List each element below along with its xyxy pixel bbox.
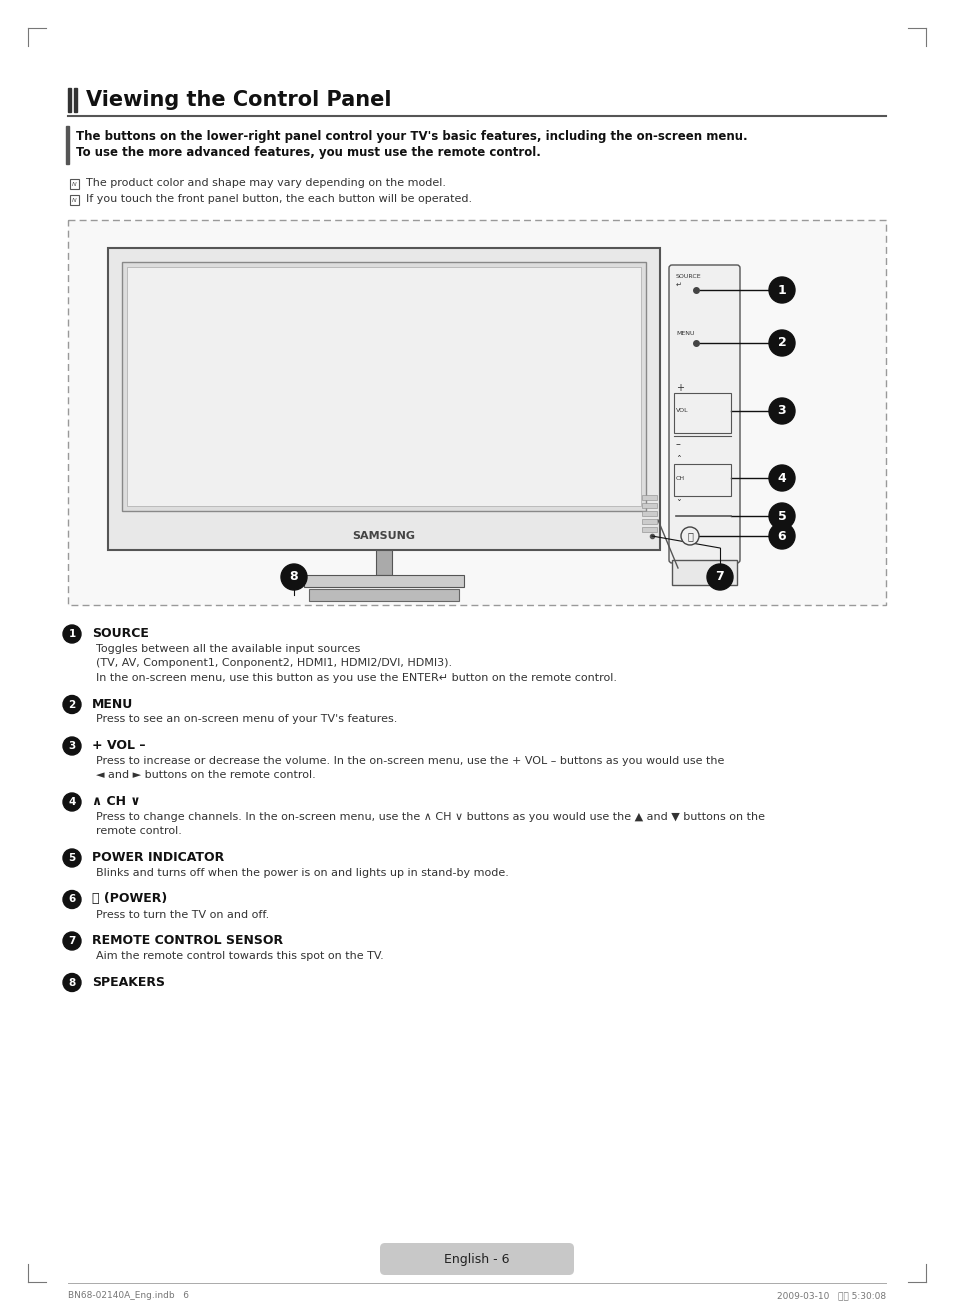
Circle shape bbox=[768, 503, 794, 529]
Text: 2: 2 bbox=[777, 337, 785, 350]
Text: The buttons on the lower-right panel control your TV's basic features, including: The buttons on the lower-right panel con… bbox=[76, 130, 747, 143]
Circle shape bbox=[63, 931, 81, 950]
Bar bbox=[641, 511, 657, 516]
Text: SAMSUNG: SAMSUNG bbox=[352, 531, 416, 541]
Text: +: + bbox=[676, 383, 683, 393]
Text: MENU: MENU bbox=[676, 331, 694, 335]
Bar bbox=[70, 195, 79, 204]
Text: 4: 4 bbox=[777, 472, 785, 485]
Circle shape bbox=[768, 330, 794, 356]
Text: SOURCE: SOURCE bbox=[91, 627, 149, 641]
Bar bbox=[673, 393, 730, 434]
Bar bbox=[68, 88, 71, 111]
Text: Press to see an on-screen menu of your TV's features.: Press to see an on-screen menu of your T… bbox=[96, 714, 397, 724]
Text: Blinks and turns off when the power is on and lights up in stand-by mode.: Blinks and turns off when the power is o… bbox=[96, 869, 508, 878]
Text: 2: 2 bbox=[69, 700, 75, 710]
Bar bbox=[671, 559, 737, 586]
Text: 3: 3 bbox=[777, 405, 785, 418]
Circle shape bbox=[63, 793, 81, 811]
FancyBboxPatch shape bbox=[668, 265, 740, 563]
Text: 7: 7 bbox=[69, 937, 75, 946]
FancyBboxPatch shape bbox=[379, 1243, 574, 1275]
Bar bbox=[309, 590, 458, 601]
Text: REMOTE CONTROL SENSOR: REMOTE CONTROL SENSOR bbox=[91, 934, 283, 947]
Text: BN68-02140A_Eng.indb   6: BN68-02140A_Eng.indb 6 bbox=[68, 1290, 189, 1300]
Text: The product color and shape may vary depending on the model.: The product color and shape may vary dep… bbox=[86, 178, 446, 189]
Circle shape bbox=[63, 891, 81, 909]
Bar bbox=[641, 527, 657, 532]
Text: 1: 1 bbox=[777, 283, 785, 296]
Bar bbox=[641, 503, 657, 508]
Text: remote control.: remote control. bbox=[96, 827, 182, 837]
Text: Viewing the Control Panel: Viewing the Control Panel bbox=[86, 90, 391, 110]
Text: 7: 7 bbox=[715, 570, 723, 583]
Circle shape bbox=[63, 696, 81, 714]
Circle shape bbox=[768, 523, 794, 549]
Bar bbox=[68, 220, 885, 605]
Circle shape bbox=[63, 738, 81, 755]
Bar bbox=[641, 495, 657, 500]
Text: 5: 5 bbox=[69, 853, 75, 863]
Bar bbox=[673, 464, 730, 496]
Circle shape bbox=[63, 973, 81, 992]
Text: 1: 1 bbox=[69, 629, 75, 639]
Text: 8: 8 bbox=[290, 570, 298, 583]
Text: –: – bbox=[676, 439, 680, 449]
Text: Press to change channels. In the on-screen menu, use the ∧ CH ∨ buttons as you w: Press to change channels. In the on-scre… bbox=[96, 812, 764, 821]
Text: ↵: ↵ bbox=[676, 282, 681, 288]
Text: 5: 5 bbox=[777, 510, 785, 523]
Text: VOL: VOL bbox=[676, 409, 688, 414]
Bar bbox=[108, 248, 659, 550]
Bar bbox=[74, 88, 77, 111]
Bar bbox=[70, 179, 79, 189]
Text: 3: 3 bbox=[69, 741, 75, 751]
Text: (TV, AV, Component1, Conponent2, HDMI1, HDMI2/DVI, HDMI3).: (TV, AV, Component1, Conponent2, HDMI1, … bbox=[96, 659, 452, 668]
Circle shape bbox=[281, 565, 307, 590]
Text: If you touch the front panel button, the each button will be operated.: If you touch the front panel button, the… bbox=[86, 194, 472, 204]
Circle shape bbox=[63, 625, 81, 643]
Text: N: N bbox=[72, 198, 77, 203]
Text: 2009-03-10   오후 5:30:08: 2009-03-10 오후 5:30:08 bbox=[776, 1290, 885, 1300]
Bar bbox=[641, 519, 657, 524]
Text: In the on-screen menu, use this button as you use the ENTER↵ button on the remot: In the on-screen menu, use this button a… bbox=[96, 673, 617, 683]
Bar bbox=[375, 550, 392, 575]
Circle shape bbox=[63, 849, 81, 867]
Text: To use the more advanced features, you must use the remote control.: To use the more advanced features, you m… bbox=[76, 145, 540, 159]
Bar bbox=[122, 262, 645, 511]
Bar bbox=[66, 126, 69, 164]
Text: ˇ: ˇ bbox=[676, 500, 680, 510]
Text: N: N bbox=[72, 182, 77, 186]
Text: SPEAKERS: SPEAKERS bbox=[91, 976, 165, 989]
Text: 6: 6 bbox=[69, 895, 75, 904]
Text: 4: 4 bbox=[69, 796, 75, 807]
Text: ∧ CH ∨: ∧ CH ∨ bbox=[91, 795, 140, 808]
Text: + VOL –: + VOL – bbox=[91, 739, 146, 752]
Text: SOURCE: SOURCE bbox=[676, 274, 700, 279]
Circle shape bbox=[680, 527, 699, 545]
Bar bbox=[304, 575, 463, 587]
Text: MENU: MENU bbox=[91, 697, 133, 710]
Bar bbox=[127, 267, 640, 506]
Circle shape bbox=[768, 398, 794, 424]
Circle shape bbox=[768, 276, 794, 303]
Text: ⏻ (POWER): ⏻ (POWER) bbox=[91, 892, 167, 905]
Text: 8: 8 bbox=[69, 977, 75, 988]
Text: Toggles between all the available input sources: Toggles between all the available input … bbox=[96, 645, 360, 654]
Text: POWER INDICATOR: POWER INDICATOR bbox=[91, 852, 224, 865]
Text: ⏻: ⏻ bbox=[686, 531, 692, 541]
Text: Press to turn the TV on and off.: Press to turn the TV on and off. bbox=[96, 909, 269, 920]
Circle shape bbox=[768, 465, 794, 491]
Circle shape bbox=[706, 565, 732, 590]
Text: English - 6: English - 6 bbox=[444, 1252, 509, 1265]
Text: Press to increase or decrease the volume. In the on-screen menu, use the + VOL –: Press to increase or decrease the volume… bbox=[96, 756, 723, 766]
Text: CH: CH bbox=[676, 476, 684, 481]
Text: ˆ: ˆ bbox=[676, 456, 680, 466]
Text: ◄ and ► buttons on the remote control.: ◄ and ► buttons on the remote control. bbox=[96, 770, 315, 781]
Text: Aim the remote control towards this spot on the TV.: Aim the remote control towards this spot… bbox=[96, 951, 383, 962]
Text: 6: 6 bbox=[777, 529, 785, 542]
